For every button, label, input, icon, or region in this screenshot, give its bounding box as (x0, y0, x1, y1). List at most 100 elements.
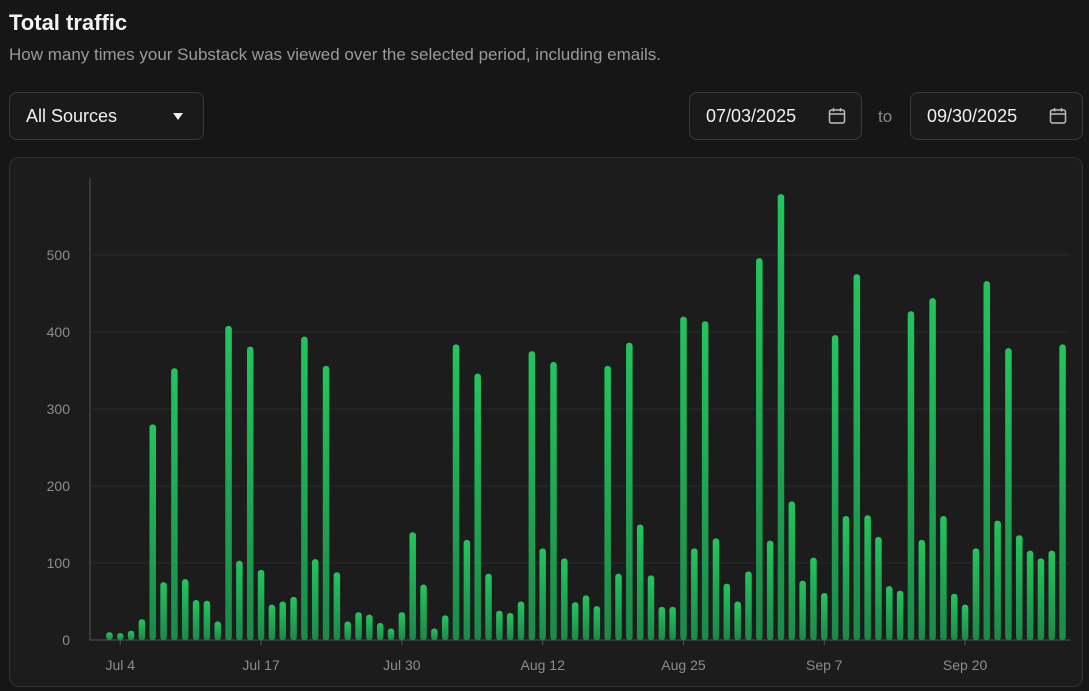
end-date-input[interactable]: 09/30/2025 (910, 92, 1083, 140)
traffic-bar[interactable] (355, 612, 362, 640)
traffic-bar[interactable] (842, 516, 850, 640)
traffic-bar[interactable] (311, 559, 319, 640)
start-date-input[interactable]: 07/03/2025 (689, 92, 862, 140)
traffic-bar[interactable] (420, 584, 427, 640)
traffic-bar[interactable] (149, 424, 156, 640)
traffic-bar[interactable] (550, 362, 557, 640)
traffic-bar[interactable] (398, 612, 406, 640)
traffic-bar[interactable] (799, 580, 806, 640)
traffic-bar[interactable] (1005, 348, 1012, 640)
traffic-bar[interactable] (756, 258, 763, 640)
traffic-bar[interactable] (680, 316, 687, 640)
traffic-bar[interactable] (864, 515, 871, 640)
traffic-bar[interactable] (983, 281, 991, 640)
traffic-bar[interactable] (951, 593, 958, 640)
traffic-bar[interactable] (745, 571, 752, 640)
start-date-value: 07/03/2025 (706, 105, 797, 126)
traffic-bar[interactable] (918, 539, 926, 640)
traffic-bar[interactable] (766, 540, 774, 640)
traffic-bar[interactable] (1048, 550, 1056, 640)
traffic-bar[interactable] (853, 274, 861, 640)
traffic-bar[interactable] (517, 601, 525, 641)
traffic-bar[interactable] (691, 548, 698, 640)
traffic-bar[interactable] (441, 615, 449, 640)
traffic-bar[interactable] (821, 593, 828, 640)
traffic-bar[interactable] (929, 298, 936, 640)
traffic-bar[interactable] (647, 575, 655, 640)
traffic-bar[interactable] (301, 336, 308, 640)
traffic-bar[interactable] (571, 602, 579, 640)
y-tick-label: 0 (62, 632, 70, 648)
traffic-bar[interactable] (604, 365, 611, 640)
traffic-bar[interactable] (192, 599, 200, 640)
calendar-icon[interactable] (827, 106, 847, 126)
traffic-bar[interactable] (701, 321, 709, 640)
traffic-bar[interactable] (496, 610, 503, 640)
traffic-bar[interactable] (734, 601, 741, 641)
traffic-bar[interactable] (539, 548, 546, 640)
traffic-bar[interactable] (1016, 535, 1023, 640)
traffic-bar[interactable] (333, 572, 341, 640)
traffic-bar[interactable] (896, 590, 904, 640)
traffic-bar[interactable] (1026, 550, 1034, 640)
traffic-bar[interactable] (268, 604, 276, 640)
traffic-bar[interactable] (463, 539, 471, 640)
traffic-bar[interactable] (138, 619, 146, 640)
traffic-chart-panel: 0 100 200 300 400 500 Jul 4 Jul 17 Jul 30 Aug 12 A… (9, 157, 1083, 687)
x-tick-label: Sep 7 (806, 657, 843, 673)
x-tick-label: Aug 25 (661, 657, 706, 673)
source-dropdown[interactable]: All Sources (9, 92, 204, 140)
traffic-bar[interactable] (658, 606, 666, 640)
traffic-bar[interactable] (236, 560, 243, 640)
traffic-bar[interactable] (366, 614, 373, 640)
traffic-bar[interactable] (452, 344, 460, 640)
traffic-bar[interactable] (485, 573, 492, 640)
traffic-bar[interactable] (181, 579, 189, 640)
traffic-bar[interactable] (626, 342, 633, 640)
traffic-bar[interactable] (810, 557, 817, 640)
traffic-bar[interactable] (788, 501, 796, 640)
traffic-bar[interactable] (474, 373, 481, 640)
traffic-bar[interactable] (972, 548, 980, 640)
traffic-bar[interactable] (831, 335, 839, 640)
traffic-bar[interactable] (636, 524, 644, 641)
traffic-bar[interactable] (257, 569, 265, 640)
traffic-bar[interactable] (376, 623, 384, 640)
traffic-bar[interactable] (344, 621, 351, 640)
traffic-bar[interactable] (431, 628, 438, 640)
traffic-bar[interactable] (171, 368, 178, 640)
traffic-bar[interactable] (593, 606, 601, 640)
traffic-bar[interactable] (615, 573, 622, 640)
traffic-bar[interactable] (409, 532, 416, 640)
traffic-bar[interactable] (961, 604, 969, 640)
traffic-bar[interactable] (561, 558, 568, 640)
traffic-bar[interactable] (225, 325, 232, 640)
calendar-icon[interactable] (1048, 106, 1068, 126)
traffic-bar[interactable] (994, 520, 1001, 640)
traffic-bar[interactable] (506, 613, 514, 640)
traffic-bar[interactable] (160, 582, 167, 640)
traffic-bar[interactable] (723, 583, 731, 640)
traffic-bar[interactable] (528, 351, 536, 640)
traffic-bar[interactable] (106, 632, 113, 640)
page-subtitle: How many times your Substack was viewed … (9, 45, 661, 64)
traffic-bar[interactable] (322, 365, 330, 640)
traffic-bar[interactable] (127, 630, 135, 640)
traffic-bar[interactable] (712, 538, 720, 640)
traffic-bar[interactable] (1059, 344, 1066, 640)
traffic-bar[interactable] (875, 536, 882, 640)
traffic-bar[interactable] (279, 601, 286, 641)
traffic-bar[interactable] (940, 516, 947, 640)
traffic-bar[interactable] (907, 311, 915, 640)
traffic-bar[interactable] (214, 621, 221, 640)
traffic-bar[interactable] (116, 633, 124, 640)
traffic-bar[interactable] (387, 628, 395, 640)
traffic-bar[interactable] (777, 194, 785, 641)
traffic-bar[interactable] (203, 600, 211, 640)
traffic-bar[interactable] (886, 586, 893, 640)
traffic-bar[interactable] (290, 596, 297, 640)
traffic-bar[interactable] (246, 346, 254, 640)
traffic-bar[interactable] (1037, 558, 1045, 640)
traffic-bar[interactable] (669, 606, 676, 640)
traffic-bar[interactable] (582, 595, 590, 640)
